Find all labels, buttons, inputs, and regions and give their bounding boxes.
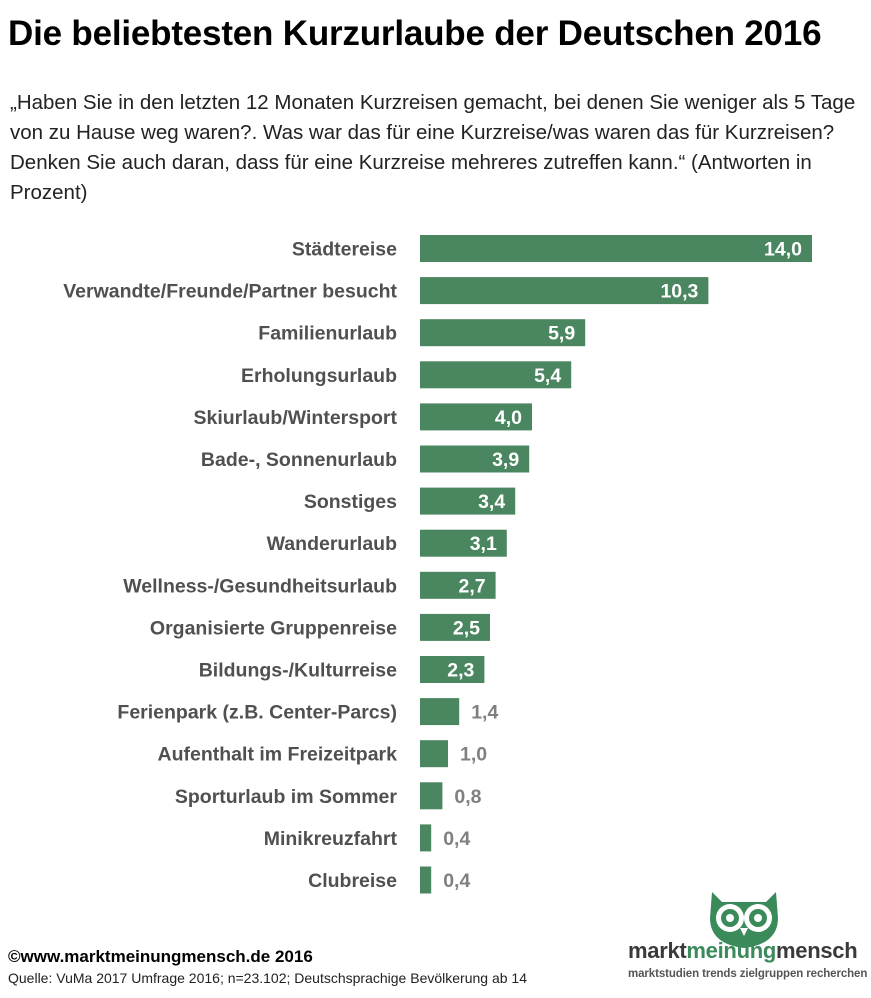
data-label: 2,5 xyxy=(453,617,480,639)
bar xyxy=(420,866,432,894)
data-label: 5,9 xyxy=(548,323,575,345)
logo-tagline: marktstudien trends zielgruppen recherch… xyxy=(628,968,868,980)
category-label: Wanderurlaub xyxy=(267,533,397,555)
bar-chart: Städtereise 14,0 Verwandte/Freunde/Partner… xyxy=(63,235,812,894)
logo-wordmark: marktmeinungmensch xyxy=(628,938,858,964)
category-label: Wellness-/Gesundheitsurlaub xyxy=(123,575,397,597)
data-label: 3,9 xyxy=(492,449,519,471)
category-label: Sonstiges xyxy=(304,491,397,513)
data-label: 0,4 xyxy=(443,828,470,850)
category-label: Städtereise xyxy=(292,239,397,261)
bar xyxy=(420,656,485,683)
data-label: 14,0 xyxy=(764,239,802,261)
bar xyxy=(420,277,709,305)
data-label: 10,3 xyxy=(660,281,698,303)
category-label: Bade-, Sonnenurlaub xyxy=(201,449,397,471)
data-label: 1,4 xyxy=(471,702,498,724)
category-label: Sporturlaub im Sommer xyxy=(175,786,398,808)
category-label: Bildungs-/Kulturreise xyxy=(199,660,397,682)
bar xyxy=(420,740,448,768)
category-label: Skiurlaub/Wintersport xyxy=(193,407,397,429)
data-label: 4,0 xyxy=(495,407,522,429)
bar xyxy=(420,361,572,389)
category-label: Familienurlaub xyxy=(258,323,397,345)
source-text: Quelle: VuMa 2017 Umfrage 2016; n=23.102… xyxy=(8,970,527,986)
bar xyxy=(420,445,530,473)
bar xyxy=(420,487,516,515)
brand-logo: marktmeinungmensch marktstudien trends z… xyxy=(620,888,870,993)
bar xyxy=(420,529,507,557)
bar xyxy=(420,613,490,641)
bar xyxy=(420,698,460,726)
data-label: 5,4 xyxy=(534,365,561,387)
category-label: Minikreuzfahrt xyxy=(264,828,398,850)
bar xyxy=(420,235,812,262)
category-label: Organisierte Gruppenreise xyxy=(150,617,397,639)
chart-subtitle: „Haben Sie in den letzten 12 Monaten Kur… xyxy=(10,91,856,204)
category-label: Aufenthalt im Freizeitpark xyxy=(158,744,398,766)
data-label: 2,7 xyxy=(458,575,485,597)
category-label: Clubreise xyxy=(308,870,397,892)
category-label: Ferienpark (z.B. Center-Parcs) xyxy=(117,702,397,724)
copyright-text: ©www.marktmeinungmensch.de 2016 xyxy=(8,947,313,966)
data-label: 3,4 xyxy=(478,491,505,513)
category-label: Erholungsurlaub xyxy=(241,365,397,387)
bar xyxy=(420,571,496,599)
bar xyxy=(420,319,586,347)
data-label: 0,8 xyxy=(454,786,481,808)
bar xyxy=(420,824,432,852)
logo-word-meinung: meinung xyxy=(686,938,776,963)
chart-title: Die beliebtesten Kurzurlaube der Deutsch… xyxy=(8,14,822,53)
data-label: 3,1 xyxy=(470,533,497,555)
data-label: 2,3 xyxy=(447,660,474,682)
data-label: 0,4 xyxy=(443,870,470,892)
owl-icon xyxy=(710,892,778,948)
bar xyxy=(420,403,532,431)
category-label: Verwandte/Freunde/Partner besucht xyxy=(63,281,397,303)
data-label: 1,0 xyxy=(460,744,487,766)
logo-word-markt: markt xyxy=(628,938,687,963)
bar xyxy=(420,782,443,810)
logo-word-mensch: mensch xyxy=(776,938,858,963)
